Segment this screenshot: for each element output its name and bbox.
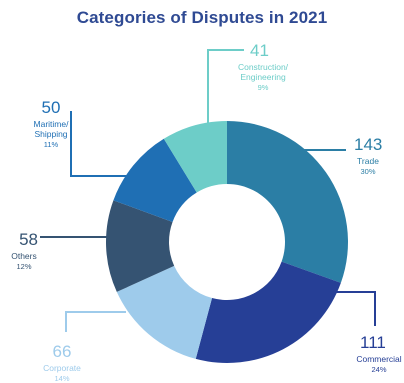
percent-label-commercial: 24% — [371, 365, 386, 374]
percent-label-corporate: 14% — [54, 374, 69, 383]
category-label-commercial: Commercial — [356, 354, 401, 364]
category-label-trade: Trade — [357, 156, 379, 166]
category-label-construction-engineering-1: Construction/ — [238, 62, 289, 72]
leader-line-corporate — [65, 311, 126, 332]
slice-others — [106, 200, 175, 292]
slice-commercial — [195, 261, 341, 363]
slice-construction-engineering — [163, 121, 227, 193]
leader-line-maritime-shipping — [70, 111, 130, 177]
value-label-construction-engineering: 41 — [250, 41, 269, 60]
percent-label-trade: 30% — [360, 167, 375, 176]
category-label-maritime-shipping-1: Maritime/ — [34, 119, 70, 129]
category-label-construction-engineering-2: Engineering — [240, 72, 286, 82]
percent-label-construction-engineering: 9% — [258, 83, 269, 92]
category-label-corporate: Corporate — [43, 363, 81, 373]
category-label-others: Others — [11, 251, 37, 261]
value-label-maritime-shipping: 50 — [42, 98, 61, 117]
leader-line-commercial — [300, 291, 376, 326]
category-label-maritime-shipping-2: Shipping — [34, 129, 67, 139]
leader-line-construction-engineering — [207, 49, 244, 130]
value-label-corporate: 66 — [53, 342, 72, 361]
slice-corporate — [116, 265, 213, 359]
percent-label-maritime-shipping: 11% — [44, 140, 59, 149]
value-label-trade: 143 — [354, 135, 382, 154]
value-label-commercial: 111 — [360, 333, 386, 352]
value-label-others: 58 — [19, 230, 38, 249]
slice-trade — [227, 121, 349, 283]
percent-label-others: 12% — [16, 262, 31, 271]
chart-title: Categories of Disputes in 2021 — [76, 8, 328, 27]
slice-maritime-shipping — [113, 138, 197, 223]
